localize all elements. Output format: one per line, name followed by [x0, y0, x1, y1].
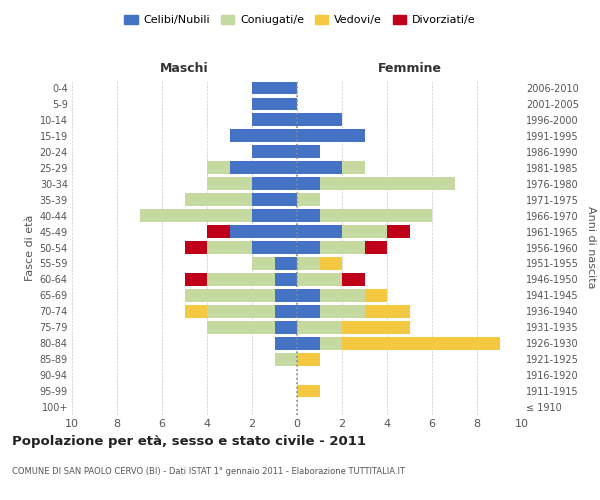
Bar: [297, 225, 342, 238]
Bar: [297, 289, 320, 302]
Text: Femmine: Femmine: [377, 62, 442, 75]
Bar: [297, 257, 320, 270]
Bar: [342, 162, 365, 174]
Bar: [342, 337, 499, 349]
Bar: [275, 321, 297, 334]
Bar: [185, 241, 207, 254]
Bar: [252, 178, 297, 190]
Bar: [342, 273, 365, 286]
Bar: [185, 273, 207, 286]
Bar: [275, 305, 297, 318]
Bar: [185, 289, 275, 302]
Legend: Celibi/Nubili, Coniugati/e, Vedovi/e, Divorziati/e: Celibi/Nubili, Coniugati/e, Vedovi/e, Di…: [120, 10, 480, 30]
Bar: [229, 162, 297, 174]
Bar: [252, 241, 297, 254]
Bar: [207, 241, 252, 254]
Bar: [297, 114, 342, 126]
Bar: [252, 82, 297, 94]
Text: COMUNE DI SAN PAOLO CERVO (BI) - Dati ISTAT 1° gennaio 2011 - Elaborazione TUTTI: COMUNE DI SAN PAOLO CERVO (BI) - Dati IS…: [12, 468, 405, 476]
Bar: [229, 130, 297, 142]
Bar: [275, 337, 297, 349]
Bar: [297, 384, 320, 398]
Bar: [297, 130, 365, 142]
Bar: [297, 162, 342, 174]
Bar: [252, 257, 275, 270]
Bar: [297, 337, 320, 349]
Bar: [297, 209, 320, 222]
Bar: [365, 305, 409, 318]
Bar: [185, 305, 207, 318]
Bar: [320, 209, 432, 222]
Bar: [342, 321, 409, 334]
Bar: [297, 146, 320, 158]
Bar: [320, 337, 342, 349]
Bar: [320, 289, 365, 302]
Bar: [275, 273, 297, 286]
Bar: [297, 353, 320, 366]
Bar: [297, 305, 320, 318]
Bar: [252, 98, 297, 110]
Bar: [207, 273, 275, 286]
Text: Popolazione per età, sesso e stato civile - 2011: Popolazione per età, sesso e stato civil…: [12, 435, 366, 448]
Bar: [297, 321, 342, 334]
Bar: [252, 209, 297, 222]
Bar: [275, 289, 297, 302]
Bar: [297, 178, 320, 190]
Bar: [320, 241, 365, 254]
Bar: [229, 225, 297, 238]
Y-axis label: Fasce di età: Fasce di età: [25, 214, 35, 280]
Y-axis label: Anni di nascita: Anni di nascita: [586, 206, 596, 289]
Bar: [297, 241, 320, 254]
Bar: [252, 114, 297, 126]
Bar: [320, 178, 455, 190]
Bar: [342, 225, 387, 238]
Bar: [252, 146, 297, 158]
Bar: [365, 241, 387, 254]
Bar: [320, 305, 365, 318]
Bar: [297, 273, 342, 286]
Bar: [297, 194, 320, 206]
Bar: [139, 209, 252, 222]
Bar: [185, 194, 252, 206]
Bar: [365, 289, 387, 302]
Bar: [275, 257, 297, 270]
Bar: [207, 225, 229, 238]
Text: Maschi: Maschi: [160, 62, 209, 75]
Bar: [320, 257, 342, 270]
Bar: [252, 194, 297, 206]
Bar: [207, 178, 252, 190]
Bar: [207, 321, 275, 334]
Bar: [207, 305, 275, 318]
Bar: [207, 162, 229, 174]
Bar: [275, 353, 297, 366]
Bar: [387, 225, 409, 238]
